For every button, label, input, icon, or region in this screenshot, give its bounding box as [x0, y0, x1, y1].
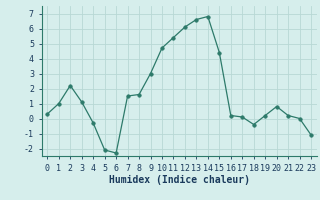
X-axis label: Humidex (Indice chaleur): Humidex (Indice chaleur) [109, 175, 250, 185]
